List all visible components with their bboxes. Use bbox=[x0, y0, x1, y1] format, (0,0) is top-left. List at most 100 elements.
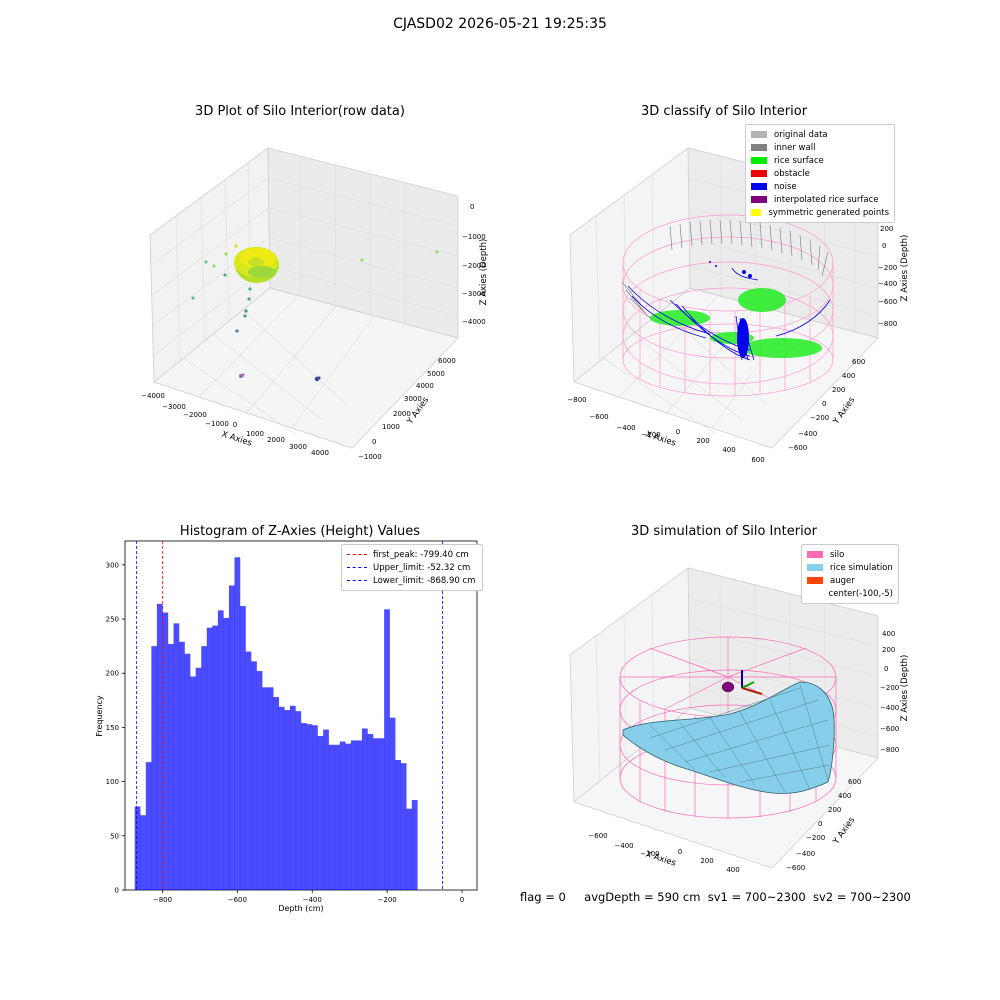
sim-3d-xlabel: X Axies bbox=[644, 849, 677, 868]
histogram-bar bbox=[334, 744, 340, 890]
svg-text:0: 0 bbox=[470, 203, 474, 211]
histogram-bar bbox=[289, 705, 296, 890]
histogram-chart: −800 −600 −400 −200 0 0 50 100 150 200 250 300 Dep… bbox=[95, 540, 478, 913]
svg-text:0: 0 bbox=[882, 242, 886, 250]
svg-text:400: 400 bbox=[838, 792, 851, 800]
legend-item-symmetric: symmetric generated points bbox=[751, 206, 889, 219]
legend-swatch bbox=[751, 157, 767, 164]
legend-item-center: center(-100,-5) bbox=[807, 587, 893, 600]
legend-swatch bbox=[807, 577, 823, 584]
histogram-bars bbox=[134, 557, 418, 890]
svg-text:1000: 1000 bbox=[382, 423, 400, 431]
svg-text:−400: −400 bbox=[878, 280, 897, 288]
histogram-bar bbox=[151, 646, 158, 890]
histogram-bar bbox=[217, 610, 224, 890]
histogram-bar bbox=[411, 800, 418, 890]
classify-3d-zlabel: Z Axies (Depth) bbox=[900, 235, 910, 302]
histogram-y-tick-label: 50 bbox=[110, 832, 119, 840]
svg-text:−4000: −4000 bbox=[462, 318, 486, 326]
svg-text:2000: 2000 bbox=[267, 436, 285, 444]
svg-text:−400: −400 bbox=[796, 850, 815, 858]
svg-text:3000: 3000 bbox=[404, 395, 422, 403]
legend-item-upper-limit: Upper_limit: -52.32 cm bbox=[347, 561, 477, 574]
histogram-bar bbox=[367, 733, 374, 890]
histogram-bar bbox=[373, 738, 379, 890]
histogram-bar bbox=[273, 697, 280, 890]
histogram-bar bbox=[228, 585, 235, 890]
histogram-panel-title: Histogram of Z-Axies (Height) Values bbox=[179, 524, 421, 539]
histogram-bar bbox=[361, 728, 368, 890]
svg-text:0: 0 bbox=[372, 438, 376, 446]
svg-text:−400: −400 bbox=[616, 424, 635, 432]
histogram-bar bbox=[190, 676, 196, 890]
svg-text:−200: −200 bbox=[878, 264, 897, 272]
svg-text:200: 200 bbox=[882, 646, 895, 654]
histogram-bar bbox=[173, 623, 180, 890]
classify-rice-surface bbox=[650, 288, 822, 358]
histogram-y-tick-label: 0 bbox=[115, 887, 119, 895]
status-line: flag = 0 avgDepth = 590 cm sv1 = 700~230… bbox=[520, 890, 911, 904]
svg-text:200: 200 bbox=[700, 857, 713, 865]
legend-swatch bbox=[751, 144, 767, 151]
histogram-bar bbox=[156, 603, 163, 890]
status-avg-depth: avgDepth = 590 cm bbox=[584, 890, 701, 904]
raw-3d-z-ticks: 0 −1000 −2000 −3000 −4000 bbox=[462, 203, 486, 326]
svg-text:−800: −800 bbox=[878, 320, 897, 328]
svg-text:−600: −600 bbox=[588, 832, 607, 840]
histogram-bar bbox=[195, 667, 202, 890]
svg-text:0: 0 bbox=[822, 400, 826, 408]
svg-text:200: 200 bbox=[832, 386, 845, 394]
raw-3d-y-ticks: −1000 0 1000 2000 3000 4000 5000 6000 bbox=[358, 357, 456, 461]
histogram-bar bbox=[256, 671, 263, 890]
histogram-bar bbox=[295, 711, 302, 890]
legend-swatch bbox=[807, 551, 823, 558]
histogram-bar bbox=[312, 725, 318, 890]
legend-item-rice-simulation: rice simulation bbox=[807, 561, 893, 574]
svg-text:−3000: −3000 bbox=[462, 290, 486, 298]
sim-z-ticks: 400 200 0 −200 −400 −600 −800 bbox=[880, 630, 899, 754]
legend-swatch bbox=[751, 183, 767, 190]
legend-item-rice-surface: rice surface bbox=[751, 154, 889, 167]
histogram-bar bbox=[389, 717, 396, 890]
histogram-x-tick-label: −800 bbox=[153, 896, 172, 904]
classify-legend: original data inner wall rice surface ob… bbox=[745, 124, 895, 223]
histogram-x-ticks: −800 −600 −400 −200 0 bbox=[153, 890, 464, 904]
histogram-bar bbox=[378, 738, 385, 890]
histogram-xlabel: Depth (cm) bbox=[278, 904, 323, 913]
histogram-bar bbox=[206, 627, 213, 890]
svg-text:200: 200 bbox=[828, 806, 841, 814]
legend-item-silo: silo bbox=[807, 548, 893, 561]
svg-text:−200: −200 bbox=[640, 850, 659, 858]
svg-text:3000: 3000 bbox=[289, 443, 307, 451]
legend-swatch bbox=[751, 170, 767, 177]
histogram-y-tick-label: 100 bbox=[106, 778, 119, 786]
histogram-bar bbox=[406, 808, 413, 890]
svg-text:2000: 2000 bbox=[393, 410, 411, 418]
svg-text:0: 0 bbox=[233, 421, 237, 429]
svg-text:400: 400 bbox=[726, 866, 739, 874]
histogram-bar bbox=[140, 815, 147, 890]
raw-3d-points bbox=[191, 244, 439, 382]
sim-legend: silo rice simulation auger center(-100,-… bbox=[801, 544, 899, 604]
svg-text:−200: −200 bbox=[806, 834, 825, 842]
histogram-y-tick-label: 150 bbox=[106, 724, 119, 732]
svg-text:−400: −400 bbox=[614, 842, 633, 850]
histogram-ylabel: Frequency bbox=[95, 695, 104, 737]
svg-text:−200: −200 bbox=[641, 431, 660, 439]
svg-text:400: 400 bbox=[842, 372, 855, 380]
legend-swatch bbox=[807, 590, 822, 597]
svg-text:−200: −200 bbox=[880, 684, 899, 692]
histogram-legend: first_peak: -799.40 cm Upper_limit: -52.… bbox=[341, 544, 483, 591]
status-sv1: sv1 = 700~2300 bbox=[707, 890, 806, 904]
sim-auger bbox=[721, 670, 763, 695]
svg-text:−4000: −4000 bbox=[141, 392, 165, 400]
classify-x-ticks: −800 −600 −400 −200 0 200 400 600 bbox=[567, 396, 764, 464]
svg-text:6000: 6000 bbox=[438, 357, 456, 365]
svg-text:−2000: −2000 bbox=[462, 262, 486, 270]
classify-noise bbox=[627, 267, 831, 361]
raw-3d-box bbox=[149, 147, 459, 449]
svg-text:−600: −600 bbox=[878, 298, 897, 306]
histogram-bar bbox=[167, 643, 174, 890]
histogram-bar bbox=[184, 653, 191, 890]
